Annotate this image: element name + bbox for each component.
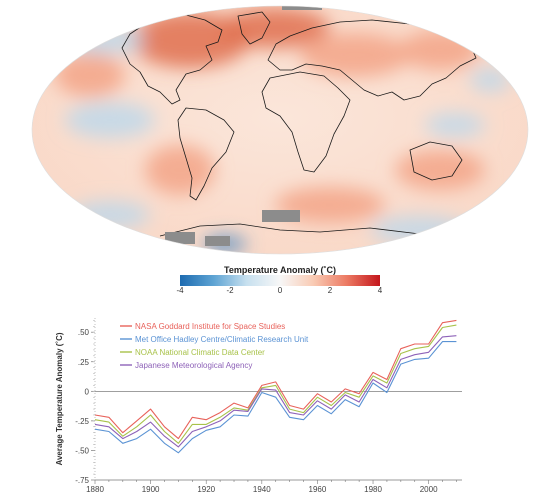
x-axis: 1880 1900 1920 1940 1960 1980 2000 — [86, 479, 462, 492]
anomaly-patch — [425, 113, 485, 137]
y-axis-label: Average Temperature Anomaly (˚C) — [55, 332, 64, 465]
colorbar-tick-label: 4 — [378, 286, 383, 294]
y-tick-label: .25 — [78, 358, 90, 367]
anomaly-patch — [395, 150, 485, 190]
no-data-patch — [262, 210, 300, 222]
legend-label: NASA Goddard Institute for Space Studies — [135, 322, 285, 331]
y-tick-label: -.50 — [75, 446, 89, 455]
series-line-3 — [94, 324, 457, 444]
colorbar-tick-label: 2 — [328, 286, 333, 294]
y-tick-label: .50 — [78, 328, 90, 337]
x-tick-label: 1920 — [197, 485, 215, 492]
map-globe — [32, 6, 528, 254]
no-data-patch — [165, 232, 195, 244]
y-tick-label: -.25 — [75, 417, 89, 426]
colorbar-tick-label: -2 — [226, 286, 234, 294]
colorbar-ticks: -4 -2 0 2 4 — [176, 286, 382, 294]
y-tick-label: 0 — [85, 387, 90, 396]
anomaly-patch — [220, 8, 330, 48]
no-data-patch — [205, 236, 230, 246]
x-tick-label: 2000 — [420, 485, 438, 492]
anomaly-patch — [65, 102, 155, 138]
australia-outline — [409, 141, 463, 181]
eurasia-outline — [267, 19, 477, 101]
anomaly-patch — [145, 145, 215, 195]
anomaly-patch — [300, 33, 410, 77]
anomaly-patch — [130, 12, 250, 68]
anomaly-patch — [275, 187, 385, 223]
series-lines — [94, 319, 457, 454]
south-america-outline — [177, 107, 235, 201]
legend-label: Met Office Hadley Centre/Climatic Resear… — [135, 335, 309, 344]
colorbar-gradient — [180, 275, 380, 286]
colorbar-tick-label: 0 — [278, 286, 283, 294]
anomaly-patch — [55, 53, 125, 97]
greenland-outline — [237, 11, 271, 45]
x-tick-label: 1940 — [253, 485, 271, 492]
x-tick-label: 1900 — [142, 485, 160, 492]
anomaly-patch — [400, 30, 480, 70]
colorbar: Temperature Anomaly (˚C) -4 -2 0 2 4 — [176, 265, 382, 294]
colorbar-tick-label: -4 — [176, 286, 184, 294]
temperature-line-chart: .50 .25 0 -.25 -.50 -.75 1880 1900 1920 1940 1960… — [55, 318, 462, 492]
series-line-4 — [94, 335, 457, 448]
no-data-patch — [282, 6, 322, 10]
series-line-1 — [94, 319, 457, 440]
globe-edge — [31, 5, 529, 255]
legend-label: NOAA National Climatic Data Center — [135, 348, 265, 357]
x-tick-label: 1980 — [364, 485, 382, 492]
colorbar-title: Temperature Anomaly (˚C) — [224, 265, 336, 275]
north-america-outline — [121, 13, 223, 105]
africa-outline — [261, 71, 351, 173]
anomaly-patch — [70, 201, 150, 229]
legend-label: Japanese Meteorological Agency — [135, 361, 252, 370]
anomaly-patch — [470, 68, 510, 92]
x-tick-label: 1960 — [309, 485, 327, 492]
x-tick-label: 1880 — [86, 485, 104, 492]
legend: NASA Goddard Institute for Space Studies… — [120, 322, 309, 370]
series-line-2 — [94, 341, 457, 454]
no-data-areas — [165, 6, 322, 246]
y-axis: .50 .25 0 -.25 -.50 -.75 — [75, 318, 96, 485]
temperature-anomaly-map — [31, 5, 529, 255]
y-tick-label: -.75 — [75, 476, 89, 485]
